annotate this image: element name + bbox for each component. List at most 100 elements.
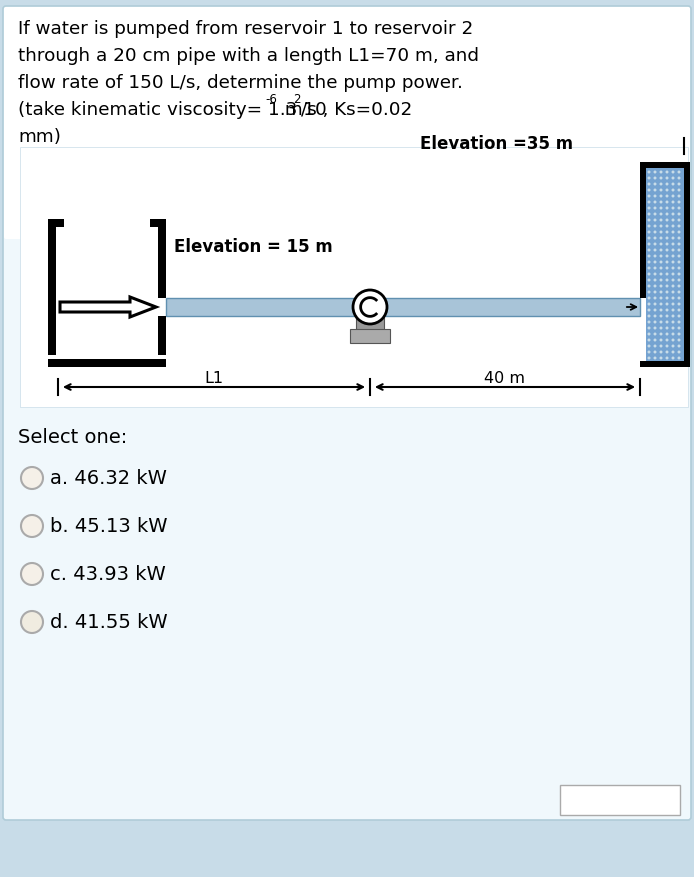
Bar [158, 317, 166, 355]
Circle shape [648, 171, 650, 175]
Circle shape [659, 238, 663, 240]
Bar [560, 785, 680, 815]
Bar [150, 220, 166, 228]
Circle shape [659, 279, 663, 282]
Circle shape [648, 346, 650, 348]
Text: Elevation = 15 m: Elevation = 15 m [174, 238, 332, 256]
Text: -6: -6 [266, 93, 278, 106]
Circle shape [672, 201, 675, 204]
Circle shape [659, 189, 663, 192]
Circle shape [659, 303, 663, 306]
Circle shape [666, 249, 668, 253]
Circle shape [666, 310, 668, 312]
Circle shape [677, 327, 681, 330]
Bar [356, 317, 384, 332]
Circle shape [648, 357, 650, 360]
Circle shape [672, 177, 675, 181]
Circle shape [654, 274, 657, 276]
Circle shape [677, 285, 681, 289]
Circle shape [648, 267, 650, 270]
Circle shape [677, 291, 681, 294]
Circle shape [666, 267, 668, 270]
Text: /s , Ks=0.02: /s , Ks=0.02 [301, 101, 413, 119]
Bar [48, 360, 166, 367]
Circle shape [659, 177, 663, 181]
Circle shape [659, 255, 663, 258]
Circle shape [677, 333, 681, 336]
Circle shape [21, 516, 43, 538]
Circle shape [648, 249, 650, 253]
Circle shape [666, 189, 668, 192]
Circle shape [666, 207, 668, 210]
Circle shape [654, 351, 657, 354]
Circle shape [666, 243, 668, 246]
Circle shape [672, 274, 675, 276]
Circle shape [677, 339, 681, 342]
Circle shape [659, 285, 663, 289]
Circle shape [677, 196, 681, 198]
Circle shape [21, 563, 43, 585]
Circle shape [659, 207, 663, 210]
Circle shape [659, 310, 663, 312]
Polygon shape [60, 297, 156, 317]
Text: through a 20 cm pipe with a length L1=70 m, and: through a 20 cm pipe with a length L1=70… [18, 47, 479, 65]
Circle shape [672, 255, 675, 258]
Circle shape [659, 249, 663, 253]
Circle shape [672, 238, 675, 240]
Circle shape [666, 357, 668, 360]
Circle shape [659, 274, 663, 276]
Circle shape [654, 310, 657, 312]
Circle shape [648, 321, 650, 324]
Circle shape [672, 310, 675, 312]
Circle shape [654, 201, 657, 204]
Circle shape [677, 303, 681, 306]
Text: If water is pumped from reservoir 1 to reservoir 2: If water is pumped from reservoir 1 to r… [18, 20, 473, 38]
Circle shape [648, 238, 650, 240]
Circle shape [672, 315, 675, 318]
Bar [158, 220, 166, 299]
Circle shape [666, 346, 668, 348]
Circle shape [677, 310, 681, 312]
Circle shape [677, 207, 681, 210]
Circle shape [648, 232, 650, 234]
Circle shape [659, 243, 663, 246]
Circle shape [659, 339, 663, 342]
Bar [350, 330, 390, 344]
Circle shape [666, 201, 668, 204]
Circle shape [353, 290, 387, 324]
Circle shape [648, 183, 650, 186]
Circle shape [672, 297, 675, 300]
Circle shape [666, 171, 668, 175]
Circle shape [659, 196, 663, 198]
Circle shape [659, 315, 663, 318]
Circle shape [672, 243, 675, 246]
Circle shape [654, 333, 657, 336]
Circle shape [659, 171, 663, 175]
Circle shape [677, 267, 681, 270]
Circle shape [677, 225, 681, 228]
Circle shape [672, 357, 675, 360]
Circle shape [654, 303, 657, 306]
Circle shape [666, 219, 668, 222]
Bar [56, 228, 158, 360]
Circle shape [677, 177, 681, 181]
Circle shape [654, 177, 657, 181]
Circle shape [672, 285, 675, 289]
Circle shape [666, 196, 668, 198]
Circle shape [654, 196, 657, 198]
Circle shape [677, 315, 681, 318]
Circle shape [654, 183, 657, 186]
Text: mm): mm) [18, 128, 61, 146]
Text: 2: 2 [294, 93, 301, 106]
Circle shape [659, 333, 663, 336]
Circle shape [672, 279, 675, 282]
Circle shape [677, 357, 681, 360]
Circle shape [666, 274, 668, 276]
Circle shape [648, 189, 650, 192]
Circle shape [677, 351, 681, 354]
Circle shape [666, 261, 668, 264]
Circle shape [659, 291, 663, 294]
Circle shape [677, 346, 681, 348]
Circle shape [654, 243, 657, 246]
Circle shape [648, 339, 650, 342]
